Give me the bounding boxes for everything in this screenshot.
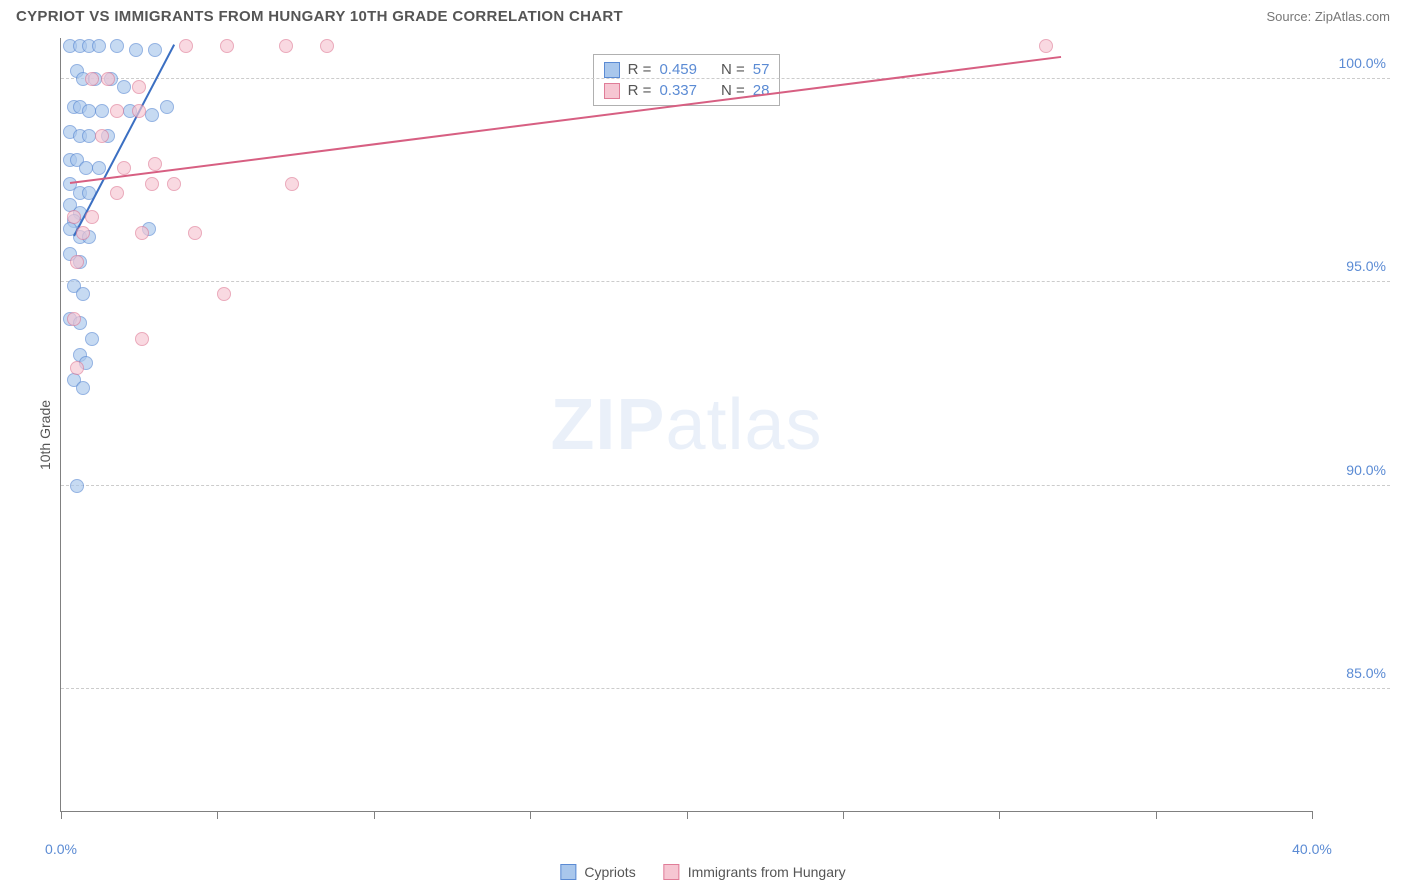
x-tick bbox=[530, 811, 531, 819]
scatter-point bbox=[135, 226, 149, 240]
x-tick bbox=[687, 811, 688, 819]
legend-swatch bbox=[560, 864, 576, 880]
trend-line bbox=[70, 56, 1062, 184]
scatter-point bbox=[95, 129, 109, 143]
legend-item: Immigrants from Hungary bbox=[664, 864, 846, 880]
gridline bbox=[61, 485, 1390, 486]
n-value: 57 bbox=[753, 61, 770, 78]
scatter-point bbox=[92, 39, 106, 53]
scatter-point bbox=[110, 104, 124, 118]
scatter-point bbox=[135, 332, 149, 346]
x-tick bbox=[999, 811, 1000, 819]
scatter-point bbox=[70, 255, 84, 269]
scatter-point bbox=[110, 39, 124, 53]
chart-title: CYPRIOT VS IMMIGRANTS FROM HUNGARY 10TH … bbox=[16, 8, 623, 25]
stats-swatch bbox=[604, 62, 620, 78]
scatter-point bbox=[132, 80, 146, 94]
scatter-point bbox=[220, 39, 234, 53]
scatter-point bbox=[85, 72, 99, 86]
scatter-point bbox=[279, 39, 293, 53]
scatter-point bbox=[148, 157, 162, 171]
scatter-point bbox=[76, 226, 90, 240]
x-tick-label: 0.0% bbox=[45, 841, 77, 857]
scatter-point bbox=[217, 287, 231, 301]
scatter-point bbox=[117, 161, 131, 175]
scatter-point bbox=[132, 104, 146, 118]
scatter-point bbox=[95, 104, 109, 118]
legend-label: Immigrants from Hungary bbox=[688, 864, 846, 880]
x-tick bbox=[1312, 811, 1313, 819]
scatter-point bbox=[70, 479, 84, 493]
scatter-point bbox=[145, 177, 159, 191]
scatter-point bbox=[76, 287, 90, 301]
x-tick bbox=[1156, 811, 1157, 819]
scatter-point bbox=[70, 361, 84, 375]
watermark: ZIPatlas bbox=[550, 384, 822, 466]
n-label: N = bbox=[721, 61, 745, 78]
x-tick bbox=[843, 811, 844, 819]
correlation-stats-box: R =0.459N =57R =0.337N =28 bbox=[593, 54, 781, 106]
gridline bbox=[61, 688, 1390, 689]
y-tick-label: 90.0% bbox=[1346, 462, 1386, 478]
scatter-point bbox=[129, 43, 143, 57]
scatter-point bbox=[1039, 39, 1053, 53]
legend-label: Cypriots bbox=[584, 864, 635, 880]
y-tick-label: 100.0% bbox=[1339, 55, 1386, 71]
y-tick-label: 95.0% bbox=[1346, 258, 1386, 274]
scatter-point bbox=[148, 43, 162, 57]
x-tick bbox=[61, 811, 62, 819]
legend-item: Cypriots bbox=[560, 864, 635, 880]
scatter-point bbox=[85, 332, 99, 346]
scatter-point bbox=[67, 210, 81, 224]
source-attribution: Source: ZipAtlas.com bbox=[1266, 9, 1390, 24]
scatter-point bbox=[85, 210, 99, 224]
scatter-point bbox=[110, 186, 124, 200]
y-axis-label: 10th Grade bbox=[37, 400, 53, 470]
scatter-point bbox=[285, 177, 299, 191]
scatter-point bbox=[101, 72, 115, 86]
scatter-point bbox=[179, 39, 193, 53]
scatter-point bbox=[67, 312, 81, 326]
r-value: 0.459 bbox=[659, 61, 697, 78]
gridline bbox=[61, 78, 1390, 79]
x-tick-label: 40.0% bbox=[1292, 841, 1332, 857]
chart-area: 10th Grade ZIPatlas R = 0.459 N = 57 R = 0.33… bbox=[16, 38, 1390, 832]
x-tick bbox=[374, 811, 375, 819]
x-tick bbox=[217, 811, 218, 819]
scatter-point bbox=[117, 80, 131, 94]
plot-region: ZIPatlas R =0.459N =57R =0.337N =28 85.0… bbox=[60, 38, 1312, 812]
legend: Cypriots Immigrants from Hungary bbox=[560, 864, 845, 880]
legend-swatch bbox=[664, 864, 680, 880]
scatter-point bbox=[92, 161, 106, 175]
scatter-point bbox=[167, 177, 181, 191]
r-label: R = bbox=[628, 61, 652, 78]
scatter-point bbox=[320, 39, 334, 53]
scatter-point bbox=[145, 108, 159, 122]
stats-swatch bbox=[604, 83, 620, 99]
y-tick-label: 85.0% bbox=[1346, 665, 1386, 681]
scatter-point bbox=[76, 381, 90, 395]
scatter-point bbox=[188, 226, 202, 240]
r-value: 0.337 bbox=[659, 82, 697, 99]
gridline bbox=[61, 281, 1390, 282]
scatter-point bbox=[160, 100, 174, 114]
r-label: R = bbox=[628, 82, 652, 99]
